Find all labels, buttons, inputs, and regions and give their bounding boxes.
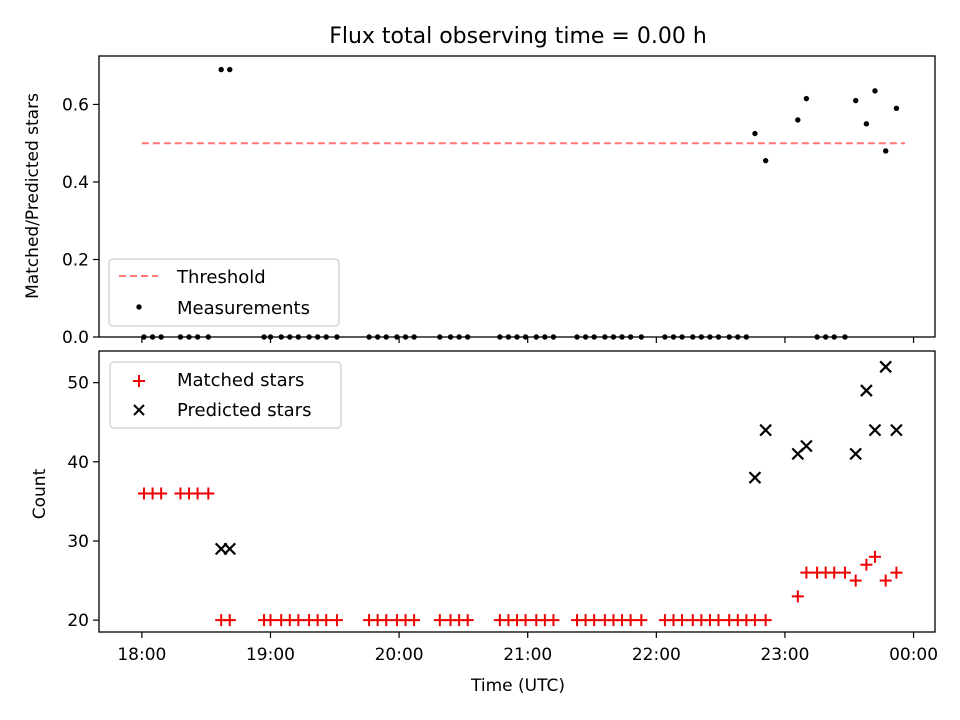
matched-stars-point bbox=[292, 614, 305, 627]
measurement-point bbox=[752, 130, 758, 137]
predicted-stars-point bbox=[860, 384, 873, 397]
measurement-point bbox=[803, 95, 810, 102]
predicted-stars-point bbox=[800, 439, 813, 453]
matched-stars-point bbox=[519, 614, 532, 627]
ratio-legend-box bbox=[108, 258, 340, 327]
x-tick-label: 18:00 bbox=[117, 645, 166, 665]
count-plot-frame bbox=[98, 350, 936, 633]
predicted-stars-point bbox=[868, 423, 882, 437]
ratio-y-tick-label: 0.0 bbox=[62, 328, 89, 348]
matched-stars-point bbox=[791, 590, 804, 603]
count-panel: 20 30 40 50 18:00 19:00 20:00 21:00 22:00 23:00 0… bbox=[30, 350, 938, 696]
measurement-point bbox=[872, 88, 878, 94]
count-y-tick-label: 30 bbox=[67, 532, 89, 552]
matched-stars-point bbox=[838, 566, 851, 579]
predicted-stars-point bbox=[759, 423, 772, 437]
legend-matched-swatch bbox=[133, 375, 145, 387]
legend-matched-label: Matched stars bbox=[177, 370, 304, 391]
x-tick-label: 21:00 bbox=[503, 645, 552, 665]
matched-stars-point bbox=[712, 614, 725, 627]
measurement-point bbox=[852, 97, 859, 104]
matched-stars-point bbox=[635, 614, 648, 627]
legend-predicted-swatch bbox=[133, 404, 145, 416]
predicted-stars-point bbox=[223, 542, 237, 556]
matched-stars-point bbox=[547, 614, 560, 627]
count-y-tick-label: 50 bbox=[67, 374, 89, 394]
matched-stars-point bbox=[223, 614, 236, 627]
ratio-panel: 0.0 0.2 0.4 0.6 Matched/Predicted stars Thr… bbox=[23, 55, 936, 348]
legend-predicted-label: Predicted stars bbox=[177, 400, 311, 421]
count-legend: Matched stars Predicted stars bbox=[109, 361, 342, 429]
matched-stars-point bbox=[320, 614, 333, 627]
count-y-axis-label: Count bbox=[30, 468, 50, 519]
matched-stars-point bbox=[879, 574, 892, 587]
matched-stars-point bbox=[759, 614, 772, 627]
matched-stars-point bbox=[676, 614, 689, 627]
matched-stars-point bbox=[748, 614, 761, 627]
count-y-tick-label: 40 bbox=[67, 453, 89, 473]
x-axis-label: Time (UTC) bbox=[470, 676, 565, 696]
matched-stars-point bbox=[330, 614, 343, 627]
matched-stars-point bbox=[849, 574, 862, 587]
x-tick-label: 22:00 bbox=[632, 645, 681, 665]
matched-stars-point bbox=[191, 487, 204, 500]
x-tick-label: 00:00 bbox=[889, 645, 938, 665]
ratio-plot-frame bbox=[98, 55, 936, 338]
matched-stars-point bbox=[202, 487, 215, 500]
ratio-legend: Threshold Measurements bbox=[108, 258, 340, 327]
figure-title: Flux total observing time = 0.00 h bbox=[329, 24, 707, 49]
ratio-y-tick-label: 0.4 bbox=[62, 173, 89, 193]
matched-stars-point bbox=[828, 566, 841, 579]
count-legend-box bbox=[109, 361, 342, 429]
predicted-stars-point bbox=[849, 447, 862, 461]
matched-stars-point bbox=[264, 614, 277, 627]
measurement-point bbox=[863, 121, 870, 127]
count-y-tick-label: 20 bbox=[67, 611, 89, 631]
measurement-point bbox=[762, 157, 769, 164]
matched-stars-point bbox=[380, 614, 393, 627]
matched-stars-point bbox=[461, 614, 474, 627]
matched-stars-point bbox=[860, 558, 873, 571]
matched-stars-point bbox=[408, 614, 421, 627]
matched-stars-point bbox=[588, 614, 601, 627]
matched-stars-point bbox=[155, 487, 168, 500]
x-tick-label: 19:00 bbox=[246, 645, 295, 665]
measurement-point bbox=[795, 117, 801, 123]
matched-stars-point bbox=[800, 566, 813, 579]
predicted-stars-point bbox=[748, 471, 762, 484]
ratio-y-tick-label: 0.2 bbox=[62, 250, 89, 270]
ratio-y-tick-label: 0.6 bbox=[62, 95, 89, 115]
x-tick-label: 23:00 bbox=[760, 645, 809, 665]
predicted-stars-point bbox=[890, 423, 903, 437]
matched-stars-point bbox=[433, 614, 446, 627]
matched-stars-point bbox=[868, 550, 881, 563]
ratio-y-axis-label: Matched/Predicted stars bbox=[23, 93, 43, 299]
matched-stars-point bbox=[890, 566, 903, 579]
x-tick-label: 20:00 bbox=[375, 645, 424, 665]
measurement-point bbox=[227, 66, 233, 73]
measurement-point bbox=[218, 66, 224, 73]
legend-measurements-label: Measurements bbox=[177, 298, 310, 319]
predicted-stars-point bbox=[879, 360, 892, 374]
measurement-point bbox=[882, 148, 889, 154]
measurement-point bbox=[893, 105, 900, 112]
legend-measurements-swatch bbox=[136, 304, 142, 310]
matched-stars-point bbox=[624, 614, 637, 627]
legend-threshold-label: Threshold bbox=[176, 267, 266, 288]
